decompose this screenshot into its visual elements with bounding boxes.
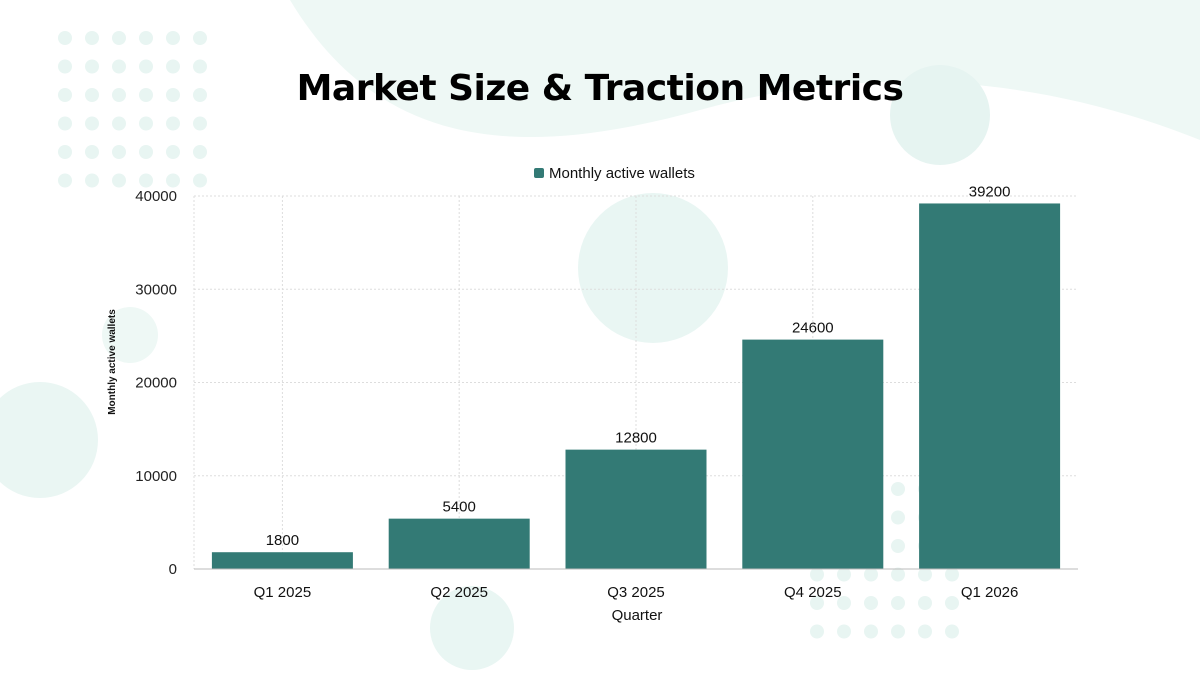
x-axis-title: Quarter — [612, 607, 663, 624]
page-title: Market Size & Traction Metrics — [296, 68, 904, 109]
y-tick-label: 20000 — [135, 375, 177, 392]
x-tick-label: Q4 2025 — [784, 584, 842, 601]
data-label: 24600 — [792, 320, 834, 337]
y-tick-label: 40000 — [135, 188, 177, 205]
legend[interactable]: Monthly active wallets — [534, 165, 695, 182]
bars — [211, 203, 1061, 569]
bar[interactable] — [211, 552, 353, 569]
bar[interactable] — [388, 518, 530, 569]
data-label: 1800 — [266, 532, 299, 549]
x-tick-label: Q1 2026 — [961, 584, 1019, 601]
bar[interactable] — [919, 203, 1061, 569]
y-tick-label: 10000 — [135, 468, 177, 485]
bar[interactable] — [742, 339, 884, 569]
legend-label: Monthly active wallets — [549, 165, 695, 182]
y-axis-title: Monthly active wallets — [107, 309, 118, 415]
legend-swatch — [534, 168, 544, 178]
data-label: 12800 — [615, 430, 657, 447]
y-tick-label: 30000 — [135, 281, 177, 298]
x-tick-label: Q2 2025 — [430, 584, 488, 601]
bar[interactable] — [565, 449, 707, 569]
x-tick-label: Q1 2025 — [254, 584, 312, 601]
x-tick-label: Q3 2025 — [607, 584, 665, 601]
data-label: 39200 — [969, 183, 1011, 200]
data-label: 5400 — [443, 499, 476, 516]
y-tick-label: 0 — [169, 561, 177, 578]
